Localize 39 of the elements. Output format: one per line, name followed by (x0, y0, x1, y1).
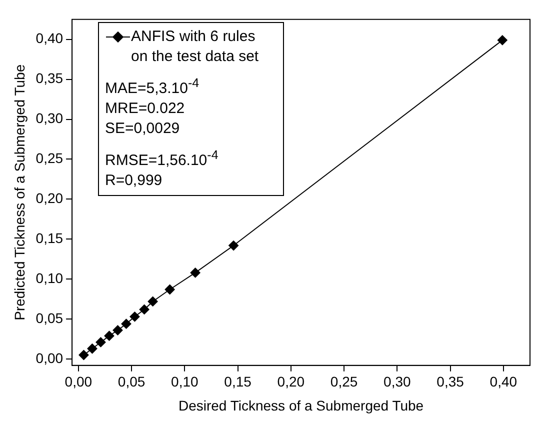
y-tick-label: 0,25 (36, 150, 64, 166)
x-tick-label: 0,15 (224, 374, 252, 390)
y-tick-label: 0,10 (36, 270, 64, 286)
x-tick-label: 0,05 (118, 374, 146, 390)
annotation: MRE=0.022 (105, 99, 186, 119)
point (78, 350, 89, 360)
y-tick-label: 0,05 (36, 310, 64, 326)
x-tick-label: 0,20 (277, 374, 305, 390)
x-tick-label: 0,35 (436, 374, 464, 390)
point (121, 318, 132, 329)
x-tick-label: 0,00 (64, 374, 92, 390)
y-tick-label: 0,30 (36, 110, 64, 126)
annotation: SE=0,0029 (105, 119, 181, 139)
x-axis-title: Desired Tickness of a Submerged Tube (178, 397, 424, 414)
point (96, 337, 106, 348)
annotation: RMSE=1,56.10$^{-4}$ (105, 147, 220, 171)
point (112, 325, 123, 336)
x-tick-label: 0,40 (490, 374, 518, 390)
point (139, 304, 150, 314)
y-tick-label: 0,15 (36, 230, 64, 246)
y-tick-label: 0,00 (36, 350, 64, 366)
point (130, 312, 140, 322)
x-tick-label: 0,10 (171, 374, 199, 390)
point (104, 330, 114, 341)
annotation: R=0,999 (105, 171, 164, 191)
point (497, 35, 508, 46)
x-tick-label: 0,25 (330, 374, 358, 390)
x-tick-label: 0,30 (384, 374, 412, 390)
y-axis-title: Predicted Tickness of a Submerged Tube (11, 64, 28, 320)
annotation: MAE=5,3.10$^{-4}$ (105, 75, 200, 99)
point (148, 296, 158, 306)
y-tick-label: 0,35 (36, 70, 64, 86)
point (87, 344, 98, 354)
point (164, 284, 175, 294)
y-tick-label: 0,40 (36, 30, 64, 46)
legend-label: ANFIS with 6 rules on the test data set (131, 27, 260, 67)
y-tick-label: 0,20 (36, 190, 64, 206)
point (228, 240, 239, 251)
point (190, 268, 200, 278)
